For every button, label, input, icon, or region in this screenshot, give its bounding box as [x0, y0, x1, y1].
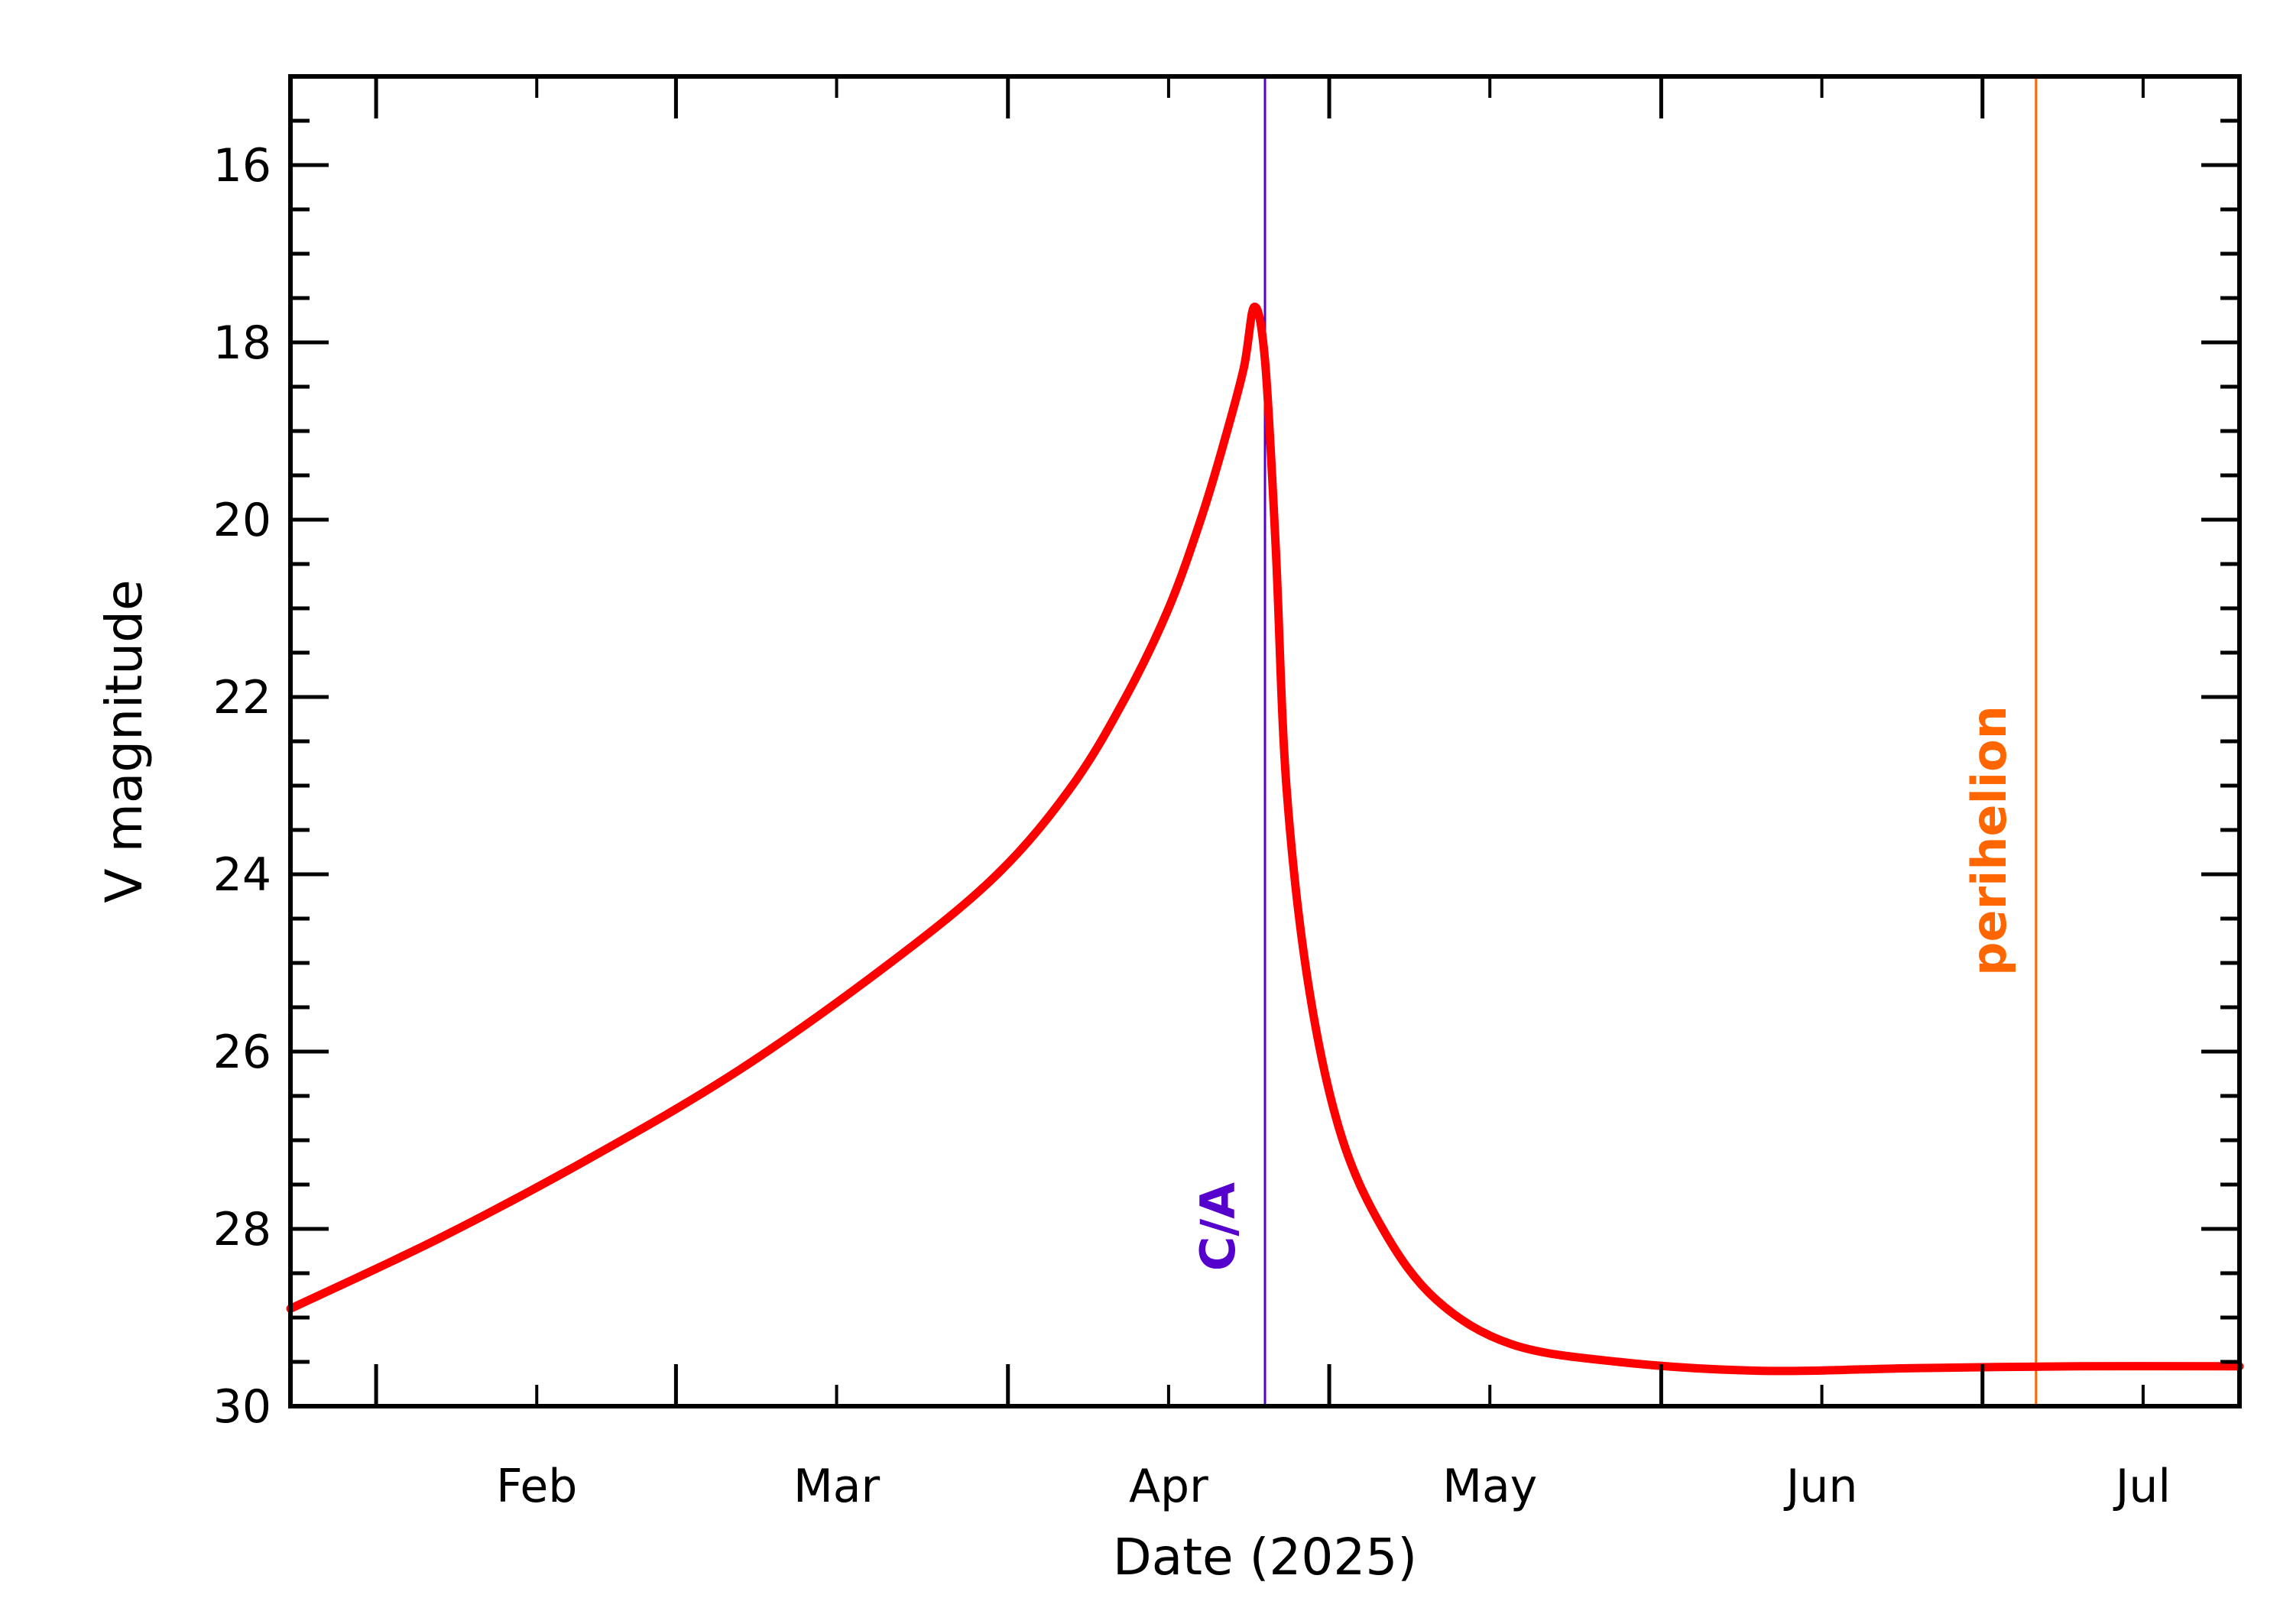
- x-tick-label: May: [1442, 1460, 1537, 1513]
- y-tick-label: 20: [213, 494, 271, 547]
- y-axis-title: V magnitude: [95, 579, 154, 903]
- magnitude-curve: [286, 303, 2244, 1376]
- series-layer: [286, 303, 2244, 1376]
- x-tick-label: Jul: [2113, 1460, 2171, 1513]
- y-tick-label: 16: [213, 139, 271, 193]
- y-tick-label: 24: [213, 848, 271, 902]
- x-axis-title: Date (2025): [1113, 1528, 1417, 1587]
- x-tick-label: Feb: [496, 1460, 577, 1513]
- marker-label: C/A: [1190, 1182, 1246, 1271]
- plot-frame: [288, 74, 2242, 1408]
- ticks-layer: [290, 74, 2239, 1408]
- y-tick-label: 26: [213, 1026, 271, 1079]
- y-tick-label: 30: [213, 1380, 271, 1434]
- marker-label: perihelion: [1961, 705, 2017, 976]
- y-tick-label: 28: [213, 1203, 271, 1256]
- labels-layer: 16 18 20 22 24 26 28 30 Feb Mar Apr May Jun Jul C/A per…: [213, 139, 2171, 1513]
- x-tick-label: Mar: [793, 1460, 881, 1513]
- x-tick-label: Apr: [1129, 1460, 1208, 1513]
- y-tick-label: 22: [213, 671, 271, 724]
- marker-lines: [1263, 76, 2038, 1406]
- x-tick-label: Jun: [1783, 1460, 1858, 1513]
- y-tick-label: 18: [213, 316, 271, 370]
